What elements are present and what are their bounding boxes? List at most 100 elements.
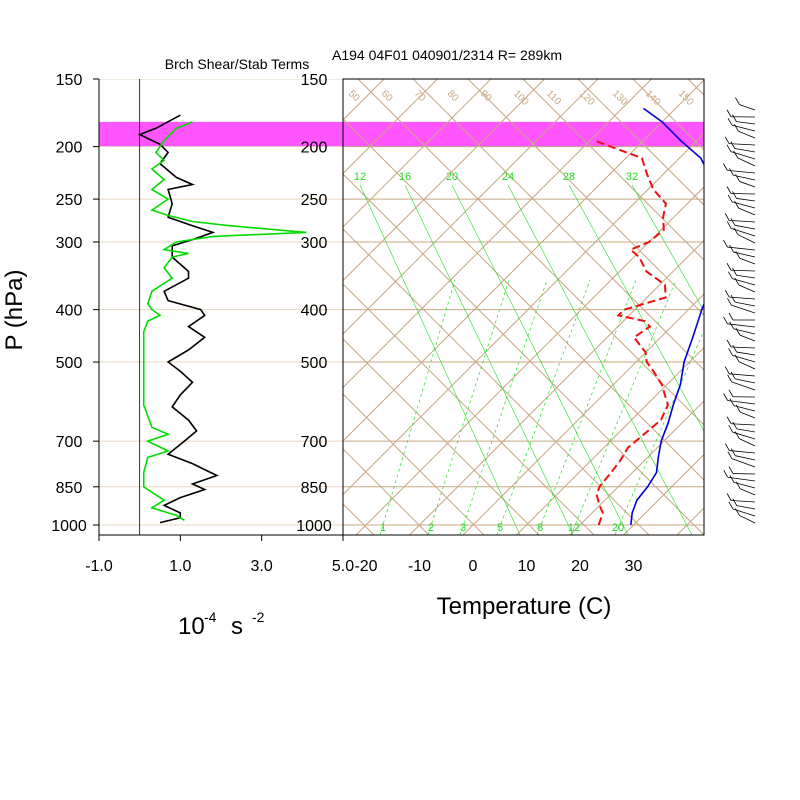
dry-adiabat-label: 100 <box>511 88 531 108</box>
wind-barb-flag <box>728 348 733 356</box>
y-tick-label: 250 <box>301 192 328 209</box>
wind-barb-flag <box>727 194 733 203</box>
wind-barb <box>738 130 756 139</box>
isotherm-line <box>623 453 704 535</box>
x-axis-label-units: 10 -4 s -2 <box>178 609 265 640</box>
wind-barb <box>731 304 756 314</box>
wind-barb-flag <box>730 294 736 303</box>
dry-adiabat-line <box>343 338 540 535</box>
wind-barb <box>737 157 756 167</box>
dry-adiabat-label: 130 <box>610 88 630 108</box>
dry-adiabat-label: 50 <box>346 88 362 104</box>
dry-adiabat-line <box>522 79 704 261</box>
wind-barb-flag <box>732 498 738 506</box>
wind-barb <box>731 458 756 468</box>
dry-adiabat-label: 120 <box>577 88 597 108</box>
wind-barb <box>736 351 756 356</box>
dry-adiabat-line <box>357 79 704 426</box>
y-tick-label: 850 <box>56 480 83 497</box>
wind-barb <box>733 174 756 181</box>
wind-barb <box>729 450 756 454</box>
isotherm-line <box>569 400 704 535</box>
dry-adiabat-label: 110 <box>544 88 563 107</box>
mixing-ratio-line <box>631 184 704 312</box>
wind-barb <box>739 411 756 419</box>
mixing-ratio-line <box>427 279 510 535</box>
x-tick-label: -1.0 <box>85 558 113 575</box>
isotherm-line <box>343 79 545 282</box>
wind-barb <box>736 428 756 433</box>
wind-barb-flag <box>732 268 737 276</box>
y-tick-label: 500 <box>56 355 83 372</box>
wind-barb-flag <box>735 97 740 105</box>
wind-barb-flag <box>723 239 728 248</box>
dry-adiabat-line <box>467 79 704 316</box>
isotherm-line <box>784 79 800 535</box>
wind-barb <box>731 381 756 391</box>
wind-barb <box>734 148 756 153</box>
wind-barb <box>731 193 756 195</box>
x-tick-label: 1.0 <box>169 558 191 575</box>
wind-barb <box>727 476 756 482</box>
y-tick-label: 1000 <box>296 518 332 535</box>
isotherm-line <box>516 346 704 535</box>
wind-barb-flag <box>727 374 732 383</box>
wind-barb <box>736 121 756 125</box>
isotherm-line <box>355 186 704 535</box>
wind-barb-flag <box>726 186 732 194</box>
wind-barb <box>736 505 756 510</box>
wind-barb-flag <box>732 344 737 353</box>
x-tick-label: 30 <box>625 558 643 575</box>
wind-barb-flag <box>735 251 741 259</box>
wind-barb-flag <box>730 371 736 380</box>
skewt-frame <box>342 78 705 536</box>
mixing-ratio-label: 20 <box>446 171 458 183</box>
wind-barb-flag <box>726 263 732 271</box>
wind-barb <box>739 334 756 342</box>
skewt-x-tick-labels: -20 -10 0 10 20 30 <box>354 558 642 575</box>
y-axis-label: P (hPa) <box>1 270 28 351</box>
dewpoint-line <box>594 139 670 526</box>
wind-barb <box>729 373 756 377</box>
wind-barb <box>735 455 756 461</box>
mixing-ratio-label: 12 <box>568 522 580 534</box>
mixing-ratio-label: 12 <box>354 171 366 183</box>
isotherm-line <box>0 79 277 535</box>
mixing-ratio-label: 28 <box>563 171 575 183</box>
y-tick-label: 200 <box>56 140 83 157</box>
dry-adiabat-line <box>0 79 209 535</box>
wind-barb-flag <box>733 150 739 159</box>
mixing-ratio-line <box>379 279 456 535</box>
wind-barb-flag <box>729 321 735 330</box>
y-tick-label: 200 <box>301 140 328 157</box>
x-tick-label: 10 <box>518 558 536 575</box>
mixing-ratio-line <box>614 329 704 535</box>
wind-barb <box>731 269 756 272</box>
wind-barb <box>731 500 756 503</box>
mixing-ratio-line <box>536 279 637 535</box>
mixing-ratio-line <box>359 184 521 535</box>
y-tick-label: 300 <box>56 235 83 252</box>
wind-barb <box>739 104 756 111</box>
mixing-ratio-line <box>507 184 693 535</box>
mixing-ratio-label: 1 <box>380 522 386 534</box>
wind-barb-flag <box>729 475 735 483</box>
units-seconds: s <box>231 613 243 640</box>
temperature-line <box>630 107 704 526</box>
wind-barb-flag <box>729 244 734 253</box>
wind-barb-flag <box>724 136 730 144</box>
mixing-ratio-label: 5 <box>497 522 503 534</box>
isotherm-line <box>409 239 704 535</box>
mixing-ratio-line <box>404 184 574 535</box>
wind-barb-flag <box>734 277 740 286</box>
wind-barb <box>731 346 756 349</box>
y-tick-label: 500 <box>301 355 328 372</box>
left-x-tick-labels: -1.0 1.0 3.0 5.0 <box>85 535 354 575</box>
wind-barb-flag <box>735 327 741 336</box>
wind-barb <box>727 246 756 251</box>
y-tick-label: 850 <box>301 480 328 497</box>
wind-barb-flag <box>733 227 739 235</box>
y-tick-label: 150 <box>56 72 83 89</box>
mixing-ratio-label: 8 <box>537 522 543 534</box>
